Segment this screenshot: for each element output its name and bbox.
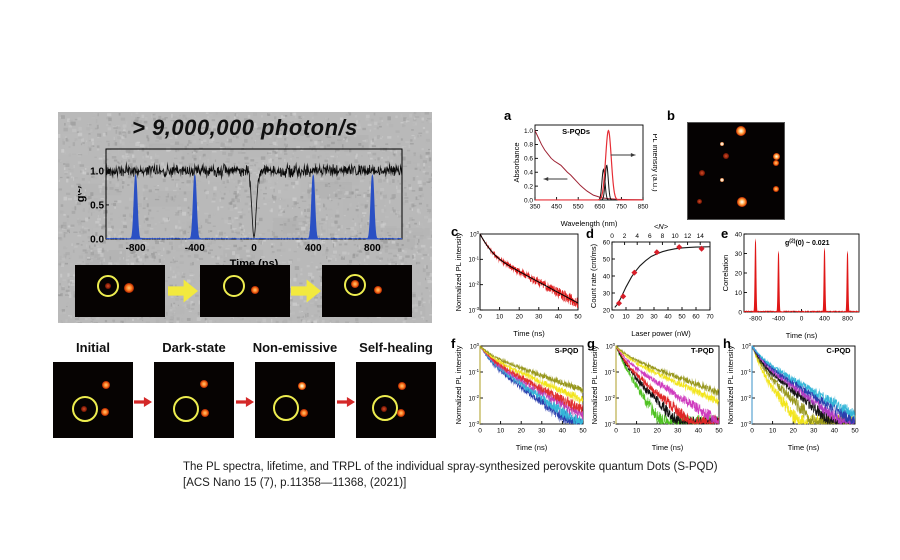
trpl-tpqd-chart [586,338,724,454]
quantum-dot-spot [398,382,406,390]
selection-circle-icon [97,275,119,297]
sequence-label-non-emissive: Non-emissive [252,340,338,355]
sequence-frame-self-healing [356,362,436,438]
selection-circle-icon [273,395,299,421]
fluorescence-image [687,122,785,220]
sequence-frame-non-emissive [255,362,335,438]
arrow-right-icon [236,396,254,408]
quantum-dot-spot [102,381,110,389]
selection-circle-icon [72,396,98,422]
quantum-dot-spot [720,142,724,146]
pl-lifetime-chart [450,226,584,340]
quantum-dot-spot [773,186,779,192]
quantum-dot-spot [105,283,111,289]
feature-panel: > 9,000,000 photon/s [58,112,432,323]
sequence-frame-initial [53,362,133,438]
microscopy-thumbnail-2 [200,265,290,317]
quantum-dot-spot [300,409,308,417]
selection-circle-icon [372,395,398,421]
g2-correlation-chart [78,145,408,271]
selection-circle-icon [173,396,199,422]
quantum-dot-spot [397,409,405,417]
sequence-frame-dark-state [154,362,234,438]
sequence-label-self-healing: Self-healing [359,340,433,355]
quantum-dot-spot [723,153,729,159]
quantum-dot-spot [737,197,747,207]
sequence-label-initial: Initial [76,340,110,355]
quantum-dot-spot [696,198,702,204]
quantum-dot-spot [81,406,87,412]
trpl-spqd-chart [450,338,588,454]
feature-title: > 9,000,000 photon/s [132,115,358,140]
microscopy-thumbnail-3 [322,265,412,317]
caption-line-2: [ACS Nano 15 (7), p.11358—11368, (2021)] [183,477,407,489]
figure-caption: The PL spectra, lifetime, and TRPL of th… [183,459,823,491]
quantum-dot-spot [298,382,306,390]
panel-letter-b: b [667,108,675,123]
arrow-right-icon [134,396,152,408]
quantum-dot-spot [381,406,387,412]
quantum-dot-spot [201,409,209,417]
sequence-label-dark-state: Dark-state [162,340,226,355]
quantum-dot-spot [736,126,746,136]
photon-correlation-chart [718,226,864,342]
quantum-dot-spot [773,160,779,166]
quantum-dot-spot [124,283,134,293]
arrow-right-icon [337,396,355,408]
microscopy-thumbnail-1 [75,265,165,317]
quantum-dot-spot [720,178,724,182]
quantum-dot-spot [251,286,259,294]
quantum-dot-spot [200,380,208,388]
pl-spectra-chart [505,112,657,230]
quantum-dot-spot [351,280,359,288]
quantum-dot-spot [772,152,780,160]
quantum-dot-spot [374,286,382,294]
trpl-cpqd-chart [722,338,860,454]
count-rate-chart [584,222,718,340]
caption-line-1: The PL spectra, lifetime, and TRPL of th… [183,461,718,473]
selection-circle-icon [344,274,366,296]
selection-circle-icon [223,275,245,297]
quantum-dot-spot [101,408,109,416]
quantum-dot-spot [699,170,705,176]
